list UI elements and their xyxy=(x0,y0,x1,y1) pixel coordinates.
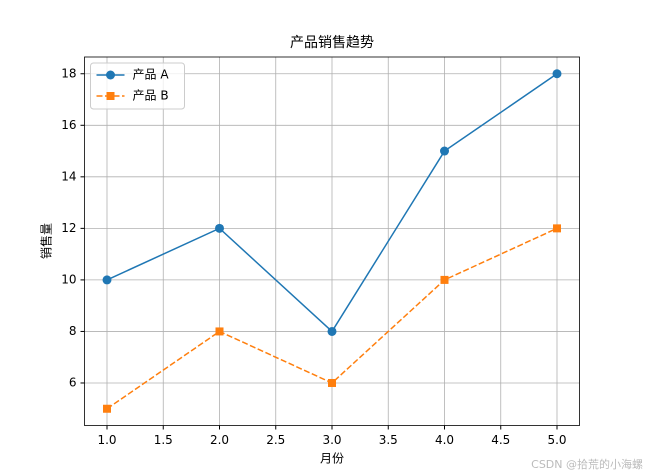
legend-label: 产品 B xyxy=(133,89,169,103)
x-tick-label: 1.5 xyxy=(154,433,173,447)
plot-frame xyxy=(84,56,580,426)
x-tick-label: 4.0 xyxy=(435,433,454,447)
legend-label: 产品 A xyxy=(133,68,170,82)
marker xyxy=(327,326,337,336)
marker xyxy=(552,69,562,79)
x-tick-label: 4.5 xyxy=(491,433,510,447)
x-axis-label: 月份 xyxy=(320,452,344,466)
marker xyxy=(215,223,224,233)
y-tick-label: 6 xyxy=(69,375,77,389)
x-tick-label: 3.5 xyxy=(379,433,398,447)
x-tick-label: 2.5 xyxy=(266,433,285,447)
y-axis-label: 销售量 xyxy=(39,223,54,259)
chart-title: 产品销售趋势 xyxy=(290,35,374,51)
marker xyxy=(215,327,224,336)
marker xyxy=(103,404,111,413)
x-tick-label: 5.0 xyxy=(547,433,566,447)
y-tick-label: 12 xyxy=(61,221,76,235)
y-tick-label: 10 xyxy=(61,272,76,286)
x-tick-label: 3.0 xyxy=(322,433,341,447)
marker xyxy=(328,378,336,387)
marker xyxy=(553,224,561,233)
y-tick-label: 14 xyxy=(61,169,76,183)
marker xyxy=(440,146,449,156)
marker xyxy=(106,92,115,100)
x-tick-label: 2.0 xyxy=(210,433,229,447)
y-tick-label: 16 xyxy=(61,118,76,132)
x-tick-label: 1.0 xyxy=(97,433,116,447)
y-tick-label: 18 xyxy=(61,66,76,80)
watermark: CSDN @拾荒的小海螺 xyxy=(531,457,643,471)
marker xyxy=(106,70,115,80)
marker xyxy=(440,275,449,284)
y-tick-label: 8 xyxy=(69,324,77,338)
marker xyxy=(102,275,112,285)
